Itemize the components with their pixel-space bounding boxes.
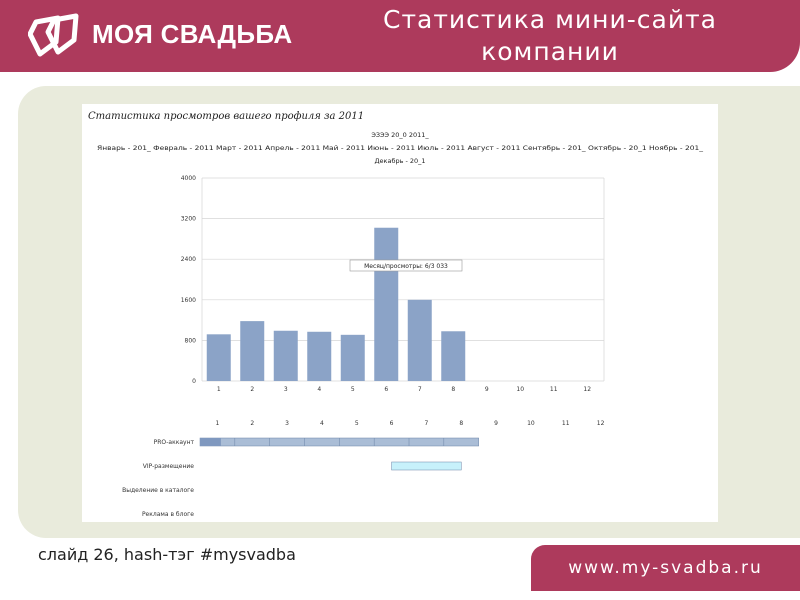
brand-name: МОЯ СВАДЬБА <box>92 19 293 49</box>
x-tick-label: 6 <box>384 386 388 393</box>
x-tick-label: 3 <box>284 386 288 393</box>
timeline-bar <box>391 461 462 471</box>
timeline-row-label: PRO-аккаунт <box>154 439 195 446</box>
y-tick-label: 3200 <box>181 216 196 223</box>
slide-title-line1: Статистика мини-сайта <box>383 5 717 34</box>
timeline-axis-label: 4 <box>320 420 324 427</box>
x-tick-label: 8 <box>451 386 455 393</box>
bar-month-8 <box>441 331 466 381</box>
url-banner[interactable]: www.my-svadba.ru <box>531 545 800 591</box>
x-tick-label: 11 <box>550 386 558 393</box>
timeline-axis-label: 8 <box>459 420 463 427</box>
timeline-axis-label: 10 <box>527 420 535 427</box>
x-tick-label: 7 <box>418 386 422 393</box>
x-tick-label: 1 <box>217 386 221 393</box>
bar-month-2 <box>240 321 265 381</box>
timeline-axis-label: 11 <box>562 420 570 427</box>
stats-screenshot: Статистика просмотров вашего профиля за … <box>82 104 718 522</box>
bar-month-4 <box>307 331 332 381</box>
slide-title: Статистика мини-сайта компании <box>340 4 760 68</box>
timeline-axis-label: 3 <box>285 420 289 427</box>
header-banner: МОЯ СВАДЬБА Статистика мини-сайта компан… <box>0 0 800 72</box>
timeline-row-label: VIP-размещение <box>143 463 195 470</box>
x-tick-label: 12 <box>583 386 591 393</box>
timeline-row-label: Реклама в блоге <box>142 511 194 518</box>
timeline-row-label: Выделение в каталоге <box>122 487 194 494</box>
y-tick-label: 800 <box>185 337 197 344</box>
tooltip-text: Месяц/просмотры: 6/3 033 <box>364 263 448 270</box>
bar-tooltip: Месяц/просмотры: 6/3 033 <box>349 259 463 272</box>
tooltip-box <box>349 259 463 272</box>
timeline-axis-label: 6 <box>390 420 394 427</box>
bar-month-5 <box>340 334 365 381</box>
slide-caption: слайд 26, hash-тэг #mysvadba <box>38 545 296 564</box>
timeline-axis-label: 9 <box>494 420 498 427</box>
x-tick-label: 5 <box>351 386 355 393</box>
timeline-axis-label: 12 <box>597 420 605 427</box>
x-tick-label: 9 <box>485 386 489 393</box>
bar-month-7 <box>407 299 432 381</box>
y-tick-label: 1600 <box>181 297 196 304</box>
site-url-link[interactable]: www.my-svadba.ru <box>568 558 763 578</box>
y-tick-label: 2400 <box>181 256 196 263</box>
bar-month-1 <box>206 334 231 381</box>
timeline-axis-label: 1 <box>216 420 220 427</box>
legend-line-2: Январь - 201_ Февраль - 2011 Март - 2011… <box>97 144 704 152</box>
legend-line-3: Декабрь - 20_1 <box>374 157 425 165</box>
bar-month-6 <box>374 227 399 381</box>
report-title: Статистика просмотров вашего профиля за … <box>88 111 364 122</box>
x-tick-label: 2 <box>250 386 254 393</box>
rings-logo-icon <box>28 13 79 57</box>
x-tick-label: 4 <box>317 386 321 393</box>
legend-line-1: ЭЗЭЭ 20_0 2011_ <box>371 131 429 139</box>
stats-chart: Статистика просмотров вашего профиля за … <box>88 111 704 518</box>
timeline-axis-label: 2 <box>250 420 254 427</box>
timeline-axis-label: 5 <box>355 420 359 427</box>
timeline-axis-label: 7 <box>425 420 429 427</box>
x-tick-label: 10 <box>516 386 524 393</box>
y-tick-label: 0 <box>192 378 196 385</box>
timeline-bar-start <box>200 438 221 446</box>
y-tick-label: 4000 <box>181 175 196 182</box>
slide-title-line2: компании <box>481 37 619 66</box>
bar-month-3 <box>273 330 298 381</box>
